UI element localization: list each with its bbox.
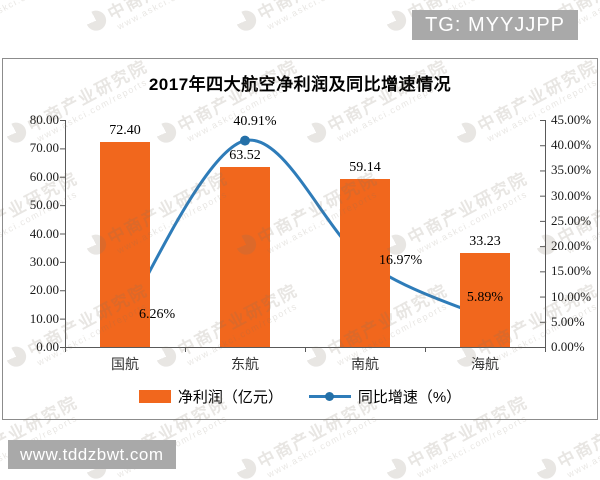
category-label: 南航 bbox=[351, 356, 379, 372]
left-axis-tick-label: 0.00 bbox=[36, 339, 59, 354]
watermark-text: 中商产业研究院 bbox=[0, 0, 82, 25]
zhongshang-logo-icon bbox=[382, 6, 410, 34]
left-axis-tick-label: 20.00 bbox=[29, 282, 59, 298]
line-point-marker bbox=[240, 135, 250, 146]
watermark-row: 中商产业研究院 bbox=[231, 0, 381, 36]
bar-value-label: 33.23 bbox=[469, 233, 501, 249]
legend-bar-swatch-icon bbox=[138, 390, 171, 403]
legend-label: 同比增速（%） bbox=[357, 389, 462, 406]
growth-line bbox=[123, 138, 487, 319]
line-point-label: 5.89% bbox=[466, 290, 504, 306]
category-label: 国航 bbox=[111, 356, 139, 372]
left-axis-tick-label: 60.00 bbox=[29, 168, 59, 184]
right-axis-tick-label: 45.00% bbox=[551, 112, 592, 127]
watermark-text: 中商产业研究院 bbox=[102, 0, 231, 25]
category-label: 东航 bbox=[231, 356, 259, 372]
zhongshang-logo-icon bbox=[532, 454, 560, 480]
bar bbox=[340, 179, 390, 347]
zhongshang-logo-icon bbox=[232, 6, 260, 34]
legend-line-swatch-icon bbox=[308, 392, 351, 401]
legend-line-dot-icon bbox=[324, 392, 334, 401]
right-axis-tick-label: 20.00% bbox=[551, 238, 592, 254]
bar-value-label: 59.14 bbox=[349, 160, 381, 176]
legend-item: 同比增速（%） bbox=[308, 386, 462, 407]
telegram-badge: TG: MYYJJPP bbox=[412, 10, 578, 40]
legend: 净利润（亿元） 同比增速（%） bbox=[3, 386, 597, 407]
left-axis-tick-label: 30.00 bbox=[29, 253, 59, 269]
plot-area: 0.00 10.00 20.00 30.00 40.00 50.00 60.00 70.00 8… bbox=[3, 59, 597, 419]
left-axis-tick-label: 70.00 bbox=[29, 140, 59, 156]
right-axis-tick-label: 10.00% bbox=[551, 288, 592, 304]
chart-title: 2017年四大航空净利润及同比增速情况 bbox=[148, 75, 452, 94]
watermark-subtext: www.askci.com/reports bbox=[415, 412, 530, 480]
watermark-row: 中商产业研究院 bbox=[0, 0, 82, 36]
right-axis-tick-label: 30.00% bbox=[551, 187, 592, 203]
watermark-subtext: www.askci.com/reports bbox=[115, 0, 229, 32]
bar-value-label: 72.40 bbox=[109, 122, 141, 138]
watermark-text: 中商产业研究院 bbox=[252, 0, 381, 25]
bar bbox=[220, 166, 270, 347]
right-axis-tick-label: 25.00% bbox=[551, 212, 592, 228]
site-watermark-badge: www.tddzbwt.com bbox=[8, 440, 176, 469]
bar bbox=[100, 141, 150, 347]
right-axis-tick-label: 5.00% bbox=[551, 313, 585, 329]
category-label: 海航 bbox=[471, 356, 499, 372]
right-axis-tick-label: 0.00% bbox=[551, 339, 585, 354]
chart-frame: 2017年四大航空净利润及同比增速情况 0.00 10.00 20.00 30.00 4… bbox=[2, 58, 598, 420]
line-point-label: 16.97% bbox=[379, 253, 423, 269]
zhongshang-logo-icon bbox=[82, 6, 110, 34]
watermark-subtext: www.askci.com/reports bbox=[265, 0, 379, 32]
left-axis-tick-label: 10.00 bbox=[29, 310, 59, 326]
zhongshang-logo-icon bbox=[232, 454, 260, 480]
left-axis-tick-label: 40.00 bbox=[29, 225, 59, 241]
watermark-subtext: www.askci.com/reports bbox=[0, 0, 79, 32]
left-axis-tick-label: 50.00 bbox=[29, 197, 59, 213]
zhongshang-logo-icon bbox=[382, 454, 410, 480]
legend-label: 净利润（亿元） bbox=[177, 389, 283, 406]
left-axis-tick-label: 80.00 bbox=[29, 112, 59, 127]
line-point-label: 6.26% bbox=[139, 307, 176, 323]
bar-value-label: 63.52 bbox=[229, 147, 261, 163]
watermark-subtext: www.askci.com/reports bbox=[265, 412, 380, 480]
right-axis-tick-label: 40.00% bbox=[551, 137, 592, 153]
watermark-subtext: www.askci.com/reports bbox=[565, 412, 600, 480]
watermark-row: 中商产业研究院 bbox=[81, 0, 231, 36]
legend-item: 净利润（亿元） bbox=[138, 386, 283, 407]
line-point-label: 40.91% bbox=[233, 113, 277, 129]
bar bbox=[460, 252, 510, 347]
right-axis-tick-label: 35.00% bbox=[551, 162, 592, 178]
right-axis-tick-label: 15.00% bbox=[551, 263, 592, 279]
